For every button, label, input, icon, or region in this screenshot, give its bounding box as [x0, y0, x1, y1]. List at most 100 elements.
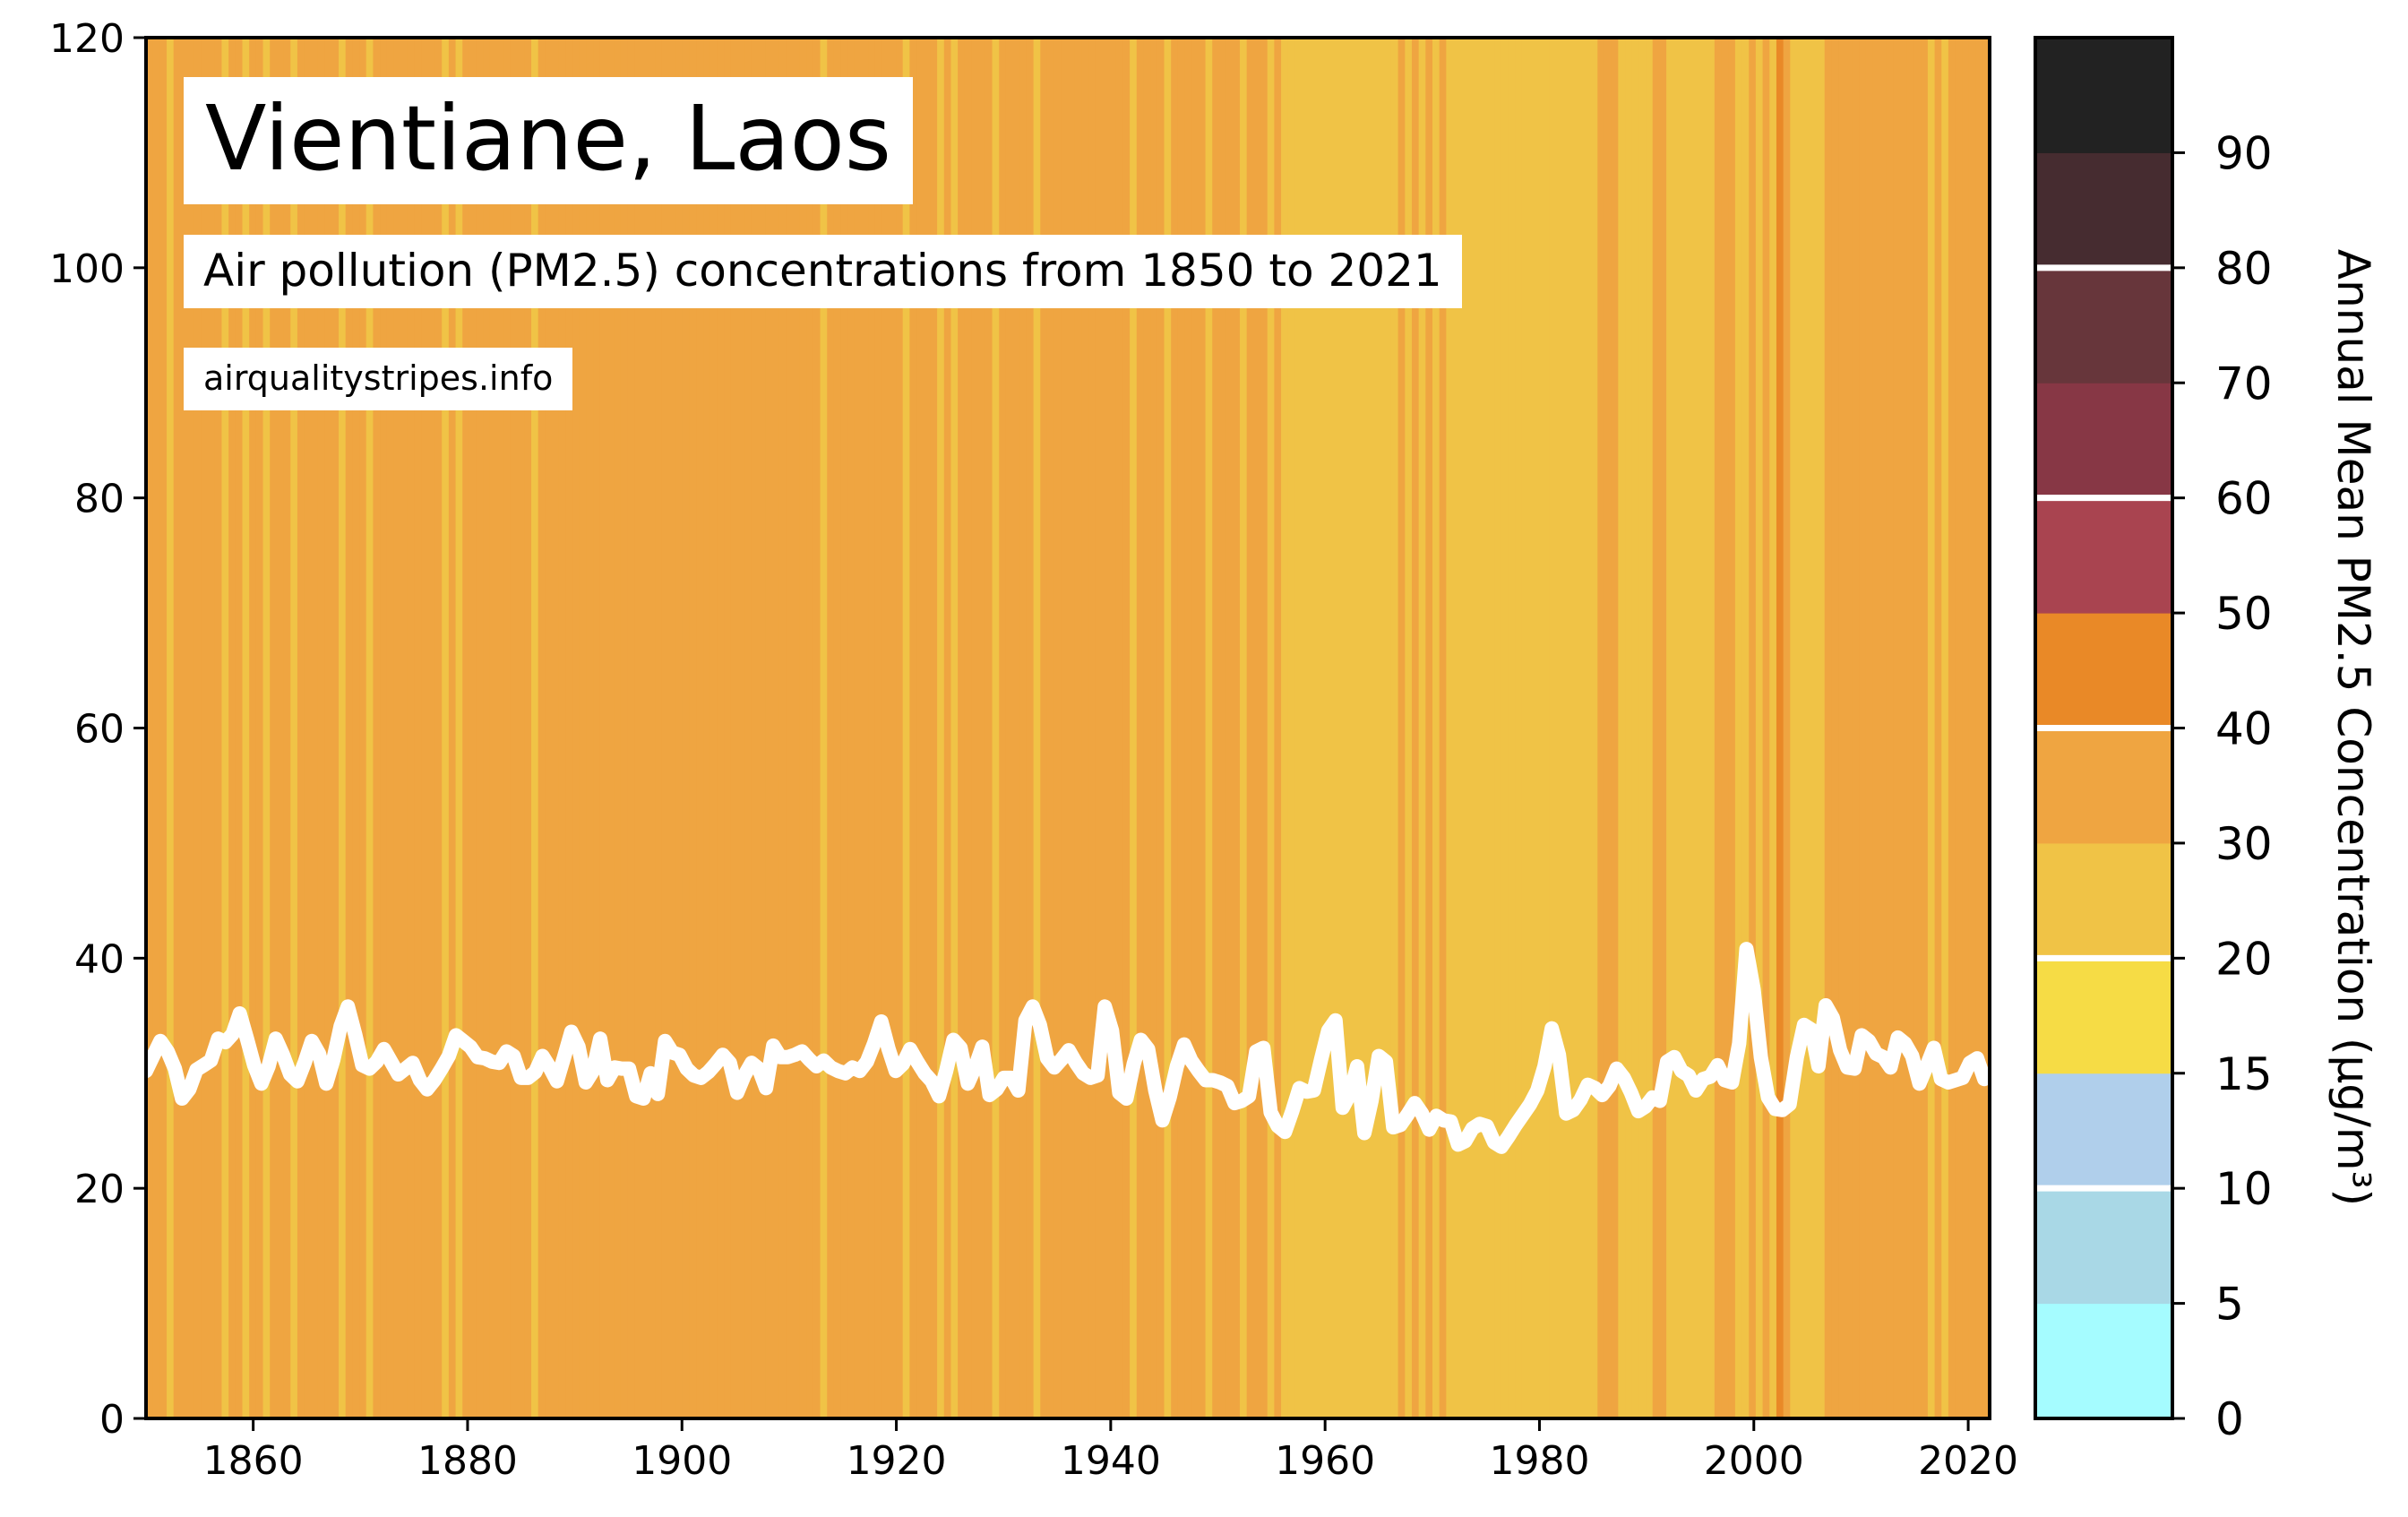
stripe — [1865, 38, 1874, 1418]
y-tick-label: 120 — [49, 16, 125, 62]
colorbar-bin — [2035, 1188, 2172, 1305]
stripe — [1068, 38, 1076, 1418]
stripe — [538, 38, 546, 1418]
stripe — [1783, 38, 1791, 1418]
stripe — [799, 38, 807, 1418]
stripe — [1177, 38, 1186, 1418]
stripe — [1852, 38, 1860, 1418]
stripe — [882, 38, 890, 1418]
stripe — [1019, 38, 1028, 1418]
stripe — [593, 38, 601, 1418]
stripe — [1728, 38, 1736, 1418]
stripe — [1528, 38, 1536, 1418]
stripe — [386, 38, 395, 1418]
stripe — [1803, 38, 1811, 1418]
stripe — [235, 38, 244, 1418]
y-tick-label: 40 — [74, 936, 125, 982]
colorbar-tick-label: 0 — [2215, 1393, 2244, 1445]
stripe — [1329, 38, 1337, 1418]
stripe — [1061, 38, 1069, 1418]
stripe — [889, 38, 897, 1418]
colorbar-tick-label: 5 — [2215, 1279, 2244, 1331]
stripe — [1549, 38, 1557, 1418]
stripe — [242, 38, 250, 1418]
y-tick-label: 100 — [49, 246, 125, 292]
stripe — [765, 38, 773, 1418]
stripe — [1349, 38, 1358, 1418]
stripe — [943, 38, 952, 1418]
stripe — [682, 38, 691, 1418]
y-tick-label: 80 — [74, 477, 125, 522]
stripe — [840, 38, 848, 1418]
stripe — [1046, 38, 1055, 1418]
stripe — [262, 38, 271, 1418]
stripe — [1604, 38, 1612, 1418]
stripe — [1033, 38, 1041, 1418]
stripe — [1577, 38, 1585, 1418]
stripe — [1700, 38, 1708, 1418]
source-link[interactable]: airqualitystripes.info — [203, 358, 554, 398]
stripe — [971, 38, 979, 1418]
stripe — [1218, 38, 1227, 1418]
stripe — [1102, 38, 1110, 1418]
stripe — [696, 38, 704, 1418]
stripe — [1191, 38, 1200, 1418]
stripe — [1734, 38, 1743, 1418]
stripe — [407, 38, 416, 1418]
stripe — [1900, 38, 1908, 1418]
stripe — [964, 38, 973, 1418]
stripe — [400, 38, 408, 1418]
stripe — [1487, 38, 1495, 1418]
stripe — [1597, 38, 1605, 1418]
stripe — [1796, 38, 1805, 1418]
stripe — [786, 38, 794, 1418]
stripe — [180, 38, 188, 1418]
stripe — [1253, 38, 1261, 1418]
stripe — [324, 38, 332, 1418]
stripe — [1370, 38, 1379, 1418]
stripe — [380, 38, 388, 1418]
stripe — [152, 38, 160, 1418]
colorbar-bin — [2035, 152, 2172, 269]
stripe — [992, 38, 1000, 1418]
stripe — [861, 38, 869, 1418]
stripe — [1453, 38, 1461, 1418]
stripe — [489, 38, 498, 1418]
chart-subtitle: Air pollution (PM2.5) concentrations fro… — [203, 245, 1442, 297]
stripe — [758, 38, 766, 1418]
colorbar-bin — [2035, 383, 2172, 499]
stripe — [1267, 38, 1275, 1418]
stripe — [627, 38, 635, 1418]
stripe — [1590, 38, 1598, 1418]
chart-subtitle-box: Air pollution (PM2.5) concentrations fro… — [184, 235, 1462, 308]
stripe — [427, 38, 436, 1418]
stripe — [854, 38, 863, 1418]
stripe — [1122, 38, 1131, 1418]
stripe — [1714, 38, 1723, 1418]
stripe — [1294, 38, 1303, 1418]
colorbar-tick-label: 40 — [2215, 703, 2273, 755]
stripe — [1570, 38, 1578, 1418]
stripe — [730, 38, 738, 1418]
stripe — [1115, 38, 1124, 1418]
stripe — [214, 38, 223, 1418]
stripe — [1026, 38, 1035, 1418]
stripe — [1790, 38, 1798, 1418]
colorbar-tick-label: 70 — [2215, 358, 2273, 409]
stripe — [1088, 38, 1096, 1418]
stripe — [146, 38, 154, 1418]
stripe — [1948, 38, 1956, 1418]
stripe — [1941, 38, 1949, 1418]
stripe — [1742, 38, 1750, 1418]
stripe — [1459, 38, 1467, 1418]
stripe — [469, 38, 477, 1418]
chart-title-box: Vientiane, Laos — [184, 77, 913, 204]
stripe — [1480, 38, 1489, 1418]
stripe — [771, 38, 780, 1418]
stripe — [1439, 38, 1447, 1418]
stripe — [1934, 38, 1942, 1418]
stripe — [1769, 38, 1777, 1418]
x-tick-label: 1960 — [1275, 1438, 1375, 1484]
stripe — [1673, 38, 1681, 1418]
stripe — [1198, 38, 1207, 1418]
